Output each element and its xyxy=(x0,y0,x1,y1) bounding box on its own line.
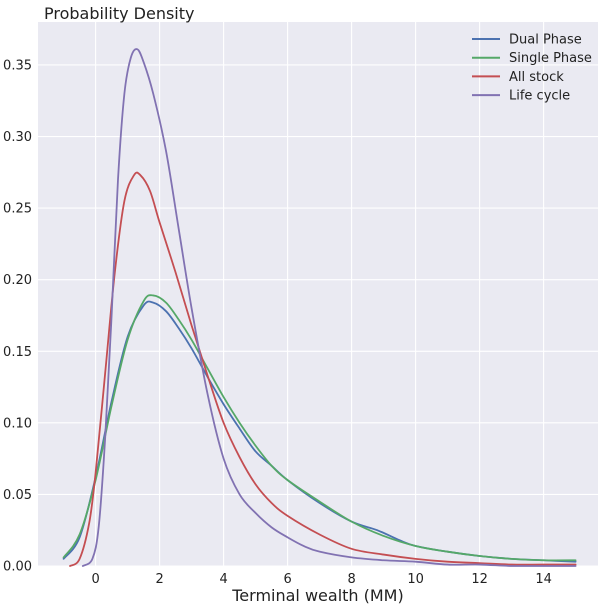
grid-lines xyxy=(38,22,598,567)
series-line-all-stock xyxy=(69,171,577,567)
x-tick-label: 4 xyxy=(219,572,227,587)
x-axis-label: Terminal wealth (MM) xyxy=(231,586,403,605)
plot-background xyxy=(38,22,598,566)
y-tick-label: 0.10 xyxy=(3,416,32,431)
series-line-single-phase xyxy=(62,294,577,562)
y-tick-label: 0.05 xyxy=(3,488,32,503)
x-tick-label: 10 xyxy=(407,572,424,587)
x-tick-label: 0 xyxy=(91,572,99,587)
series-lines xyxy=(62,48,577,567)
chart-title: Probability Density xyxy=(44,4,195,23)
y-tick-label: 0.15 xyxy=(3,345,32,360)
axis-ticks: 0 2 4 6 8 10 12 14 0.00 0.05 0.10 0.15 0.20 0.25 0.30 0… xyxy=(3,58,552,587)
y-tick-label: 0.20 xyxy=(3,273,32,288)
legend-label-single-phase: Single Phase xyxy=(509,51,592,66)
series-line-life-cycle xyxy=(81,48,577,567)
x-tick-label: 14 xyxy=(535,572,552,587)
y-tick-label: 0.35 xyxy=(3,58,32,73)
y-tick-label: 0.00 xyxy=(3,560,32,575)
y-tick-label: 0.30 xyxy=(3,130,32,145)
y-tick-label: 0.25 xyxy=(3,202,32,217)
x-tick-label: 8 xyxy=(347,572,355,587)
x-tick-label: 12 xyxy=(471,572,488,587)
x-tick-label: 6 xyxy=(283,572,291,587)
x-tick-label: 2 xyxy=(155,572,163,587)
legend: Dual Phase Single Phase All stock Life cycl… xyxy=(472,33,592,104)
legend-label-life-cycle: Life cycle xyxy=(509,89,570,104)
legend-label-dual-phase: Dual Phase xyxy=(509,33,582,48)
legend-label-all-stock: All stock xyxy=(509,70,564,85)
